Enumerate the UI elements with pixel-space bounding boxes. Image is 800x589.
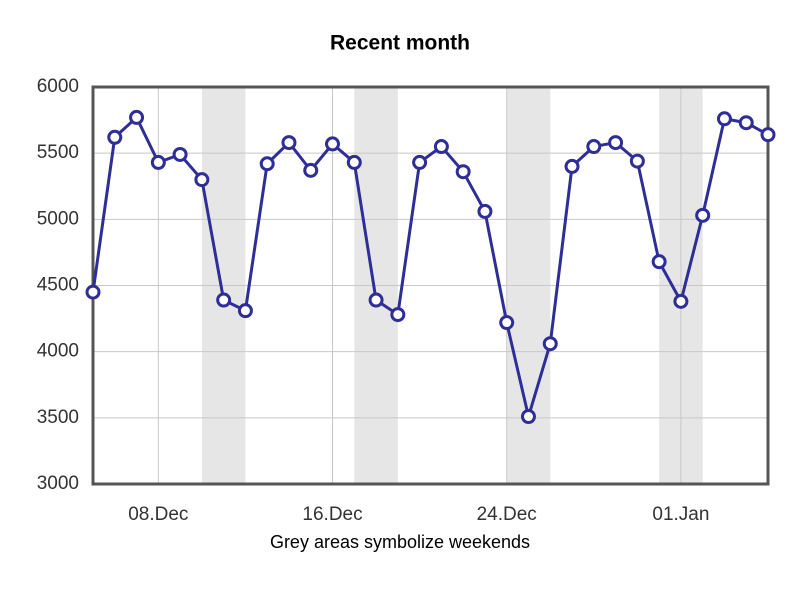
point: [303, 162, 319, 178]
x-tick-label: 16.Dec: [302, 504, 362, 525]
point: [368, 292, 384, 308]
point: [129, 109, 145, 125]
point: [85, 284, 101, 300]
y-tick-label: 6000: [37, 76, 79, 97]
point: [499, 315, 515, 331]
point: [477, 203, 493, 219]
point: [542, 336, 558, 352]
point: [629, 153, 645, 169]
point: [608, 135, 624, 151]
point: [695, 207, 711, 223]
point: [216, 292, 232, 308]
x-tick-label: 08.Dec: [128, 504, 188, 525]
point: [716, 111, 732, 127]
y-tick-label: 5000: [37, 208, 79, 229]
point: [433, 139, 449, 155]
point: [150, 154, 166, 170]
x-tick-label: 24.Dec: [477, 504, 537, 525]
x-tick-label: 01.Jan: [652, 504, 709, 525]
y-tick-label: 3500: [37, 407, 79, 428]
point: [237, 303, 253, 319]
point: [259, 156, 275, 172]
caption: Grey areas symbolize weekends: [270, 532, 530, 552]
line: [91, 114, 769, 423]
y-tick-label: 5500: [37, 142, 79, 163]
point: [651, 254, 667, 270]
point: [586, 139, 602, 155]
point: [412, 154, 428, 170]
point: [172, 146, 188, 162]
y-tick-label: 4500: [37, 275, 79, 296]
point: [738, 115, 754, 131]
point: [107, 129, 123, 145]
y-tick-label: 3000: [37, 473, 79, 494]
point: [194, 172, 210, 188]
point: [564, 158, 580, 174]
point: [673, 293, 689, 309]
point: [520, 409, 536, 425]
y-tick-label: 4000: [37, 341, 79, 362]
point: [281, 135, 297, 151]
point: [325, 136, 341, 152]
chart-title: Recent month: [330, 32, 470, 55]
point: [346, 154, 362, 170]
point: [760, 127, 776, 143]
point: [390, 307, 406, 323]
point: [455, 164, 471, 180]
